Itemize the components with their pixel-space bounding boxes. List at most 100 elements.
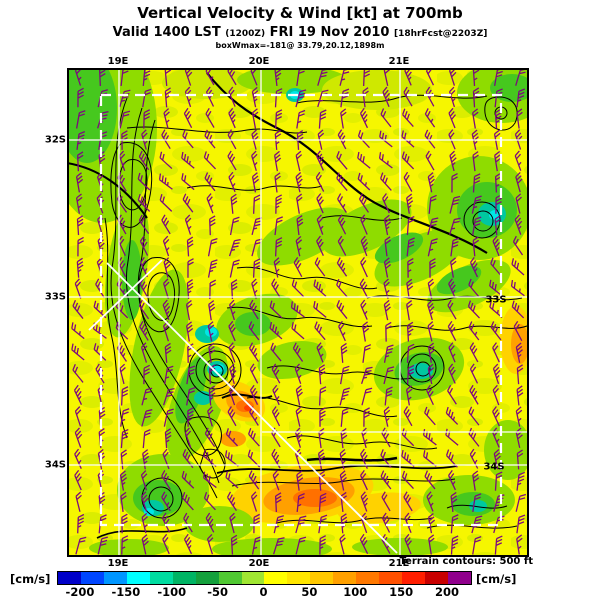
wind-barb xyxy=(248,321,260,341)
lon-tick-label-bottom: 19E xyxy=(107,558,129,569)
wind-barb xyxy=(402,108,414,128)
wind-barb xyxy=(74,470,82,491)
wind-barb xyxy=(318,470,326,491)
colorbar-segment xyxy=(172,572,196,584)
wind-barb xyxy=(357,129,370,149)
wind-barb xyxy=(138,299,150,320)
wind-barb xyxy=(359,107,369,129)
wind-barb xyxy=(450,491,458,513)
lon-tick-label-top: 20E xyxy=(248,56,270,67)
wind-barb xyxy=(403,171,413,192)
wind-barb xyxy=(296,470,304,491)
wind-barb xyxy=(495,194,502,214)
colorbar-segment xyxy=(241,572,265,584)
wind-barb xyxy=(271,406,281,427)
wind-barb xyxy=(472,173,481,193)
wind-barb xyxy=(471,129,479,150)
wind-barb xyxy=(228,107,236,129)
wind-barb xyxy=(403,86,413,107)
wind-barb xyxy=(183,533,193,555)
wind-barb xyxy=(227,150,237,171)
wind-barb xyxy=(120,408,130,427)
wind-barb xyxy=(516,534,523,555)
wind-barb xyxy=(187,407,194,427)
wind-barb xyxy=(382,193,390,214)
wind-barb xyxy=(225,450,239,467)
wind-barb xyxy=(358,193,369,213)
wind-barb xyxy=(141,387,153,406)
wind-barb xyxy=(159,194,173,212)
wind-barb xyxy=(316,235,324,256)
wind-barb xyxy=(274,216,284,236)
wind-barb xyxy=(340,88,350,108)
wmax-cross-marker xyxy=(88,259,163,331)
wind-barb xyxy=(185,299,193,321)
wind-barb xyxy=(403,406,413,427)
wind-barb xyxy=(469,363,479,384)
wind-barb xyxy=(360,257,368,278)
wind-barb xyxy=(407,258,414,278)
wind-barb xyxy=(138,150,150,171)
wind-barb xyxy=(226,491,237,512)
wind-barb xyxy=(357,151,371,169)
wind-barb xyxy=(406,300,413,321)
wind-barb xyxy=(291,322,305,340)
wind-barb xyxy=(139,321,149,341)
colorbar-tick-label: 50 xyxy=(301,585,318,599)
wind-barb xyxy=(492,427,500,448)
colorbar-segment xyxy=(356,572,380,584)
wind-barb xyxy=(183,107,193,129)
wind-barb xyxy=(490,257,502,277)
wind-barb xyxy=(314,321,326,341)
wind-barb xyxy=(406,321,414,342)
wind-barb xyxy=(360,470,368,491)
wind-barb xyxy=(427,278,435,299)
wind-barb xyxy=(406,193,414,214)
wind-barb xyxy=(208,385,216,406)
graticule-lines xyxy=(67,68,529,557)
colorbar-tick-label: -200 xyxy=(65,585,95,599)
wind-barb xyxy=(403,491,413,512)
colorbar-segment xyxy=(425,572,448,584)
wind-barb xyxy=(512,235,524,256)
lon-tick-label-bottom: 21E xyxy=(388,558,410,569)
wind-barb xyxy=(203,471,217,489)
wind-barb xyxy=(117,257,127,278)
wind-barb xyxy=(141,129,148,150)
wind-barb xyxy=(182,129,194,149)
wind-barb xyxy=(425,86,435,107)
valid-date: FRI 19 Nov 2010 xyxy=(269,25,390,40)
wind-barb xyxy=(360,299,368,320)
wind-barb xyxy=(294,363,302,384)
wind-barb xyxy=(270,342,282,362)
wind-barb xyxy=(515,406,523,427)
wind-barb xyxy=(516,88,526,108)
wind-barb xyxy=(271,448,281,469)
wind-barb xyxy=(318,492,327,513)
wind-barb xyxy=(445,406,459,425)
wind-barb xyxy=(383,214,392,236)
wind-barb xyxy=(186,321,194,342)
wind-barb xyxy=(140,470,148,491)
wind-barb xyxy=(424,108,436,128)
wind-barb xyxy=(275,109,283,129)
wind-barb xyxy=(274,129,282,150)
wind-barb xyxy=(205,107,215,128)
wind-barb xyxy=(469,342,479,363)
wind-barb xyxy=(492,384,500,406)
wind-barb xyxy=(516,514,526,534)
wind-barb xyxy=(138,214,150,235)
wind-barb xyxy=(251,278,258,299)
wind-barb xyxy=(143,109,151,129)
wind-barb xyxy=(357,172,371,191)
colorbar-segment xyxy=(264,572,288,584)
wind-barb xyxy=(251,172,260,193)
wind-barb xyxy=(184,427,192,448)
wind-barb xyxy=(251,536,262,555)
wind-barb xyxy=(119,110,131,129)
wind-barb xyxy=(426,384,434,406)
colorbar-tick-label: 200 xyxy=(435,585,460,599)
wind-barb xyxy=(450,237,460,257)
wind-barb xyxy=(140,491,149,512)
wind-barb xyxy=(162,235,170,257)
